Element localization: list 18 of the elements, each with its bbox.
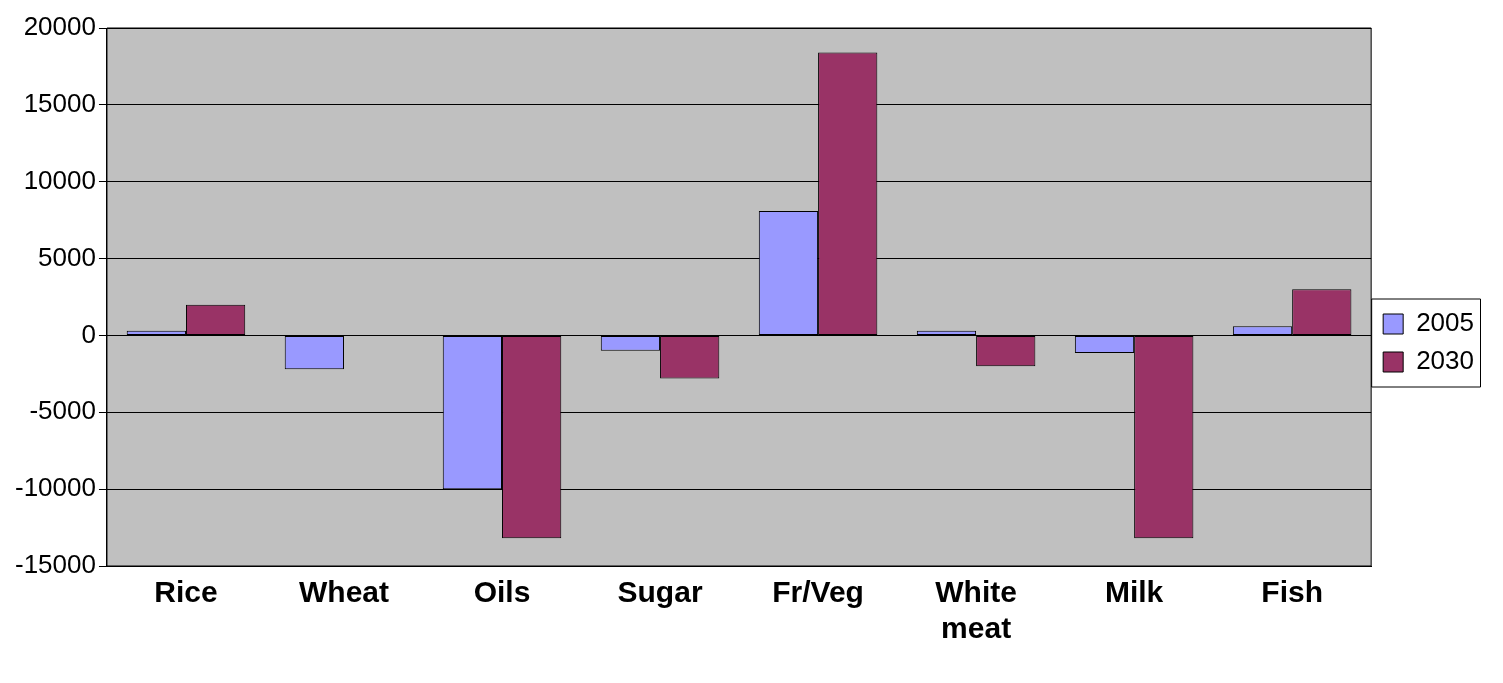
legend-label: 2030 bbox=[1416, 345, 1474, 376]
x-tick-label: Fr/Veg bbox=[772, 575, 864, 609]
y-tick-label: 10000 bbox=[23, 164, 96, 195]
x-tick-label: Milk bbox=[1104, 575, 1164, 609]
x-tick-label: White meat bbox=[935, 575, 1017, 645]
x-tick-label: Wheat bbox=[299, 575, 390, 609]
x-tick-label: Rice bbox=[154, 575, 218, 609]
y-tick-label: -5000 bbox=[29, 395, 96, 426]
x-tick-label: Sugar bbox=[617, 575, 703, 609]
y-tick-label: 20000 bbox=[23, 11, 96, 42]
legend-label: 2005 bbox=[1416, 307, 1474, 338]
x-tick-label: Fish bbox=[1261, 575, 1323, 609]
x-tick-label: Oils bbox=[473, 575, 531, 609]
y-tick-label: 15000 bbox=[23, 88, 96, 119]
y-tick-label: -15000 bbox=[14, 549, 96, 580]
y-tick-label: -10000 bbox=[14, 472, 96, 503]
y-tick-label: 5000 bbox=[38, 241, 96, 272]
y-tick-label: 0 bbox=[81, 318, 96, 349]
